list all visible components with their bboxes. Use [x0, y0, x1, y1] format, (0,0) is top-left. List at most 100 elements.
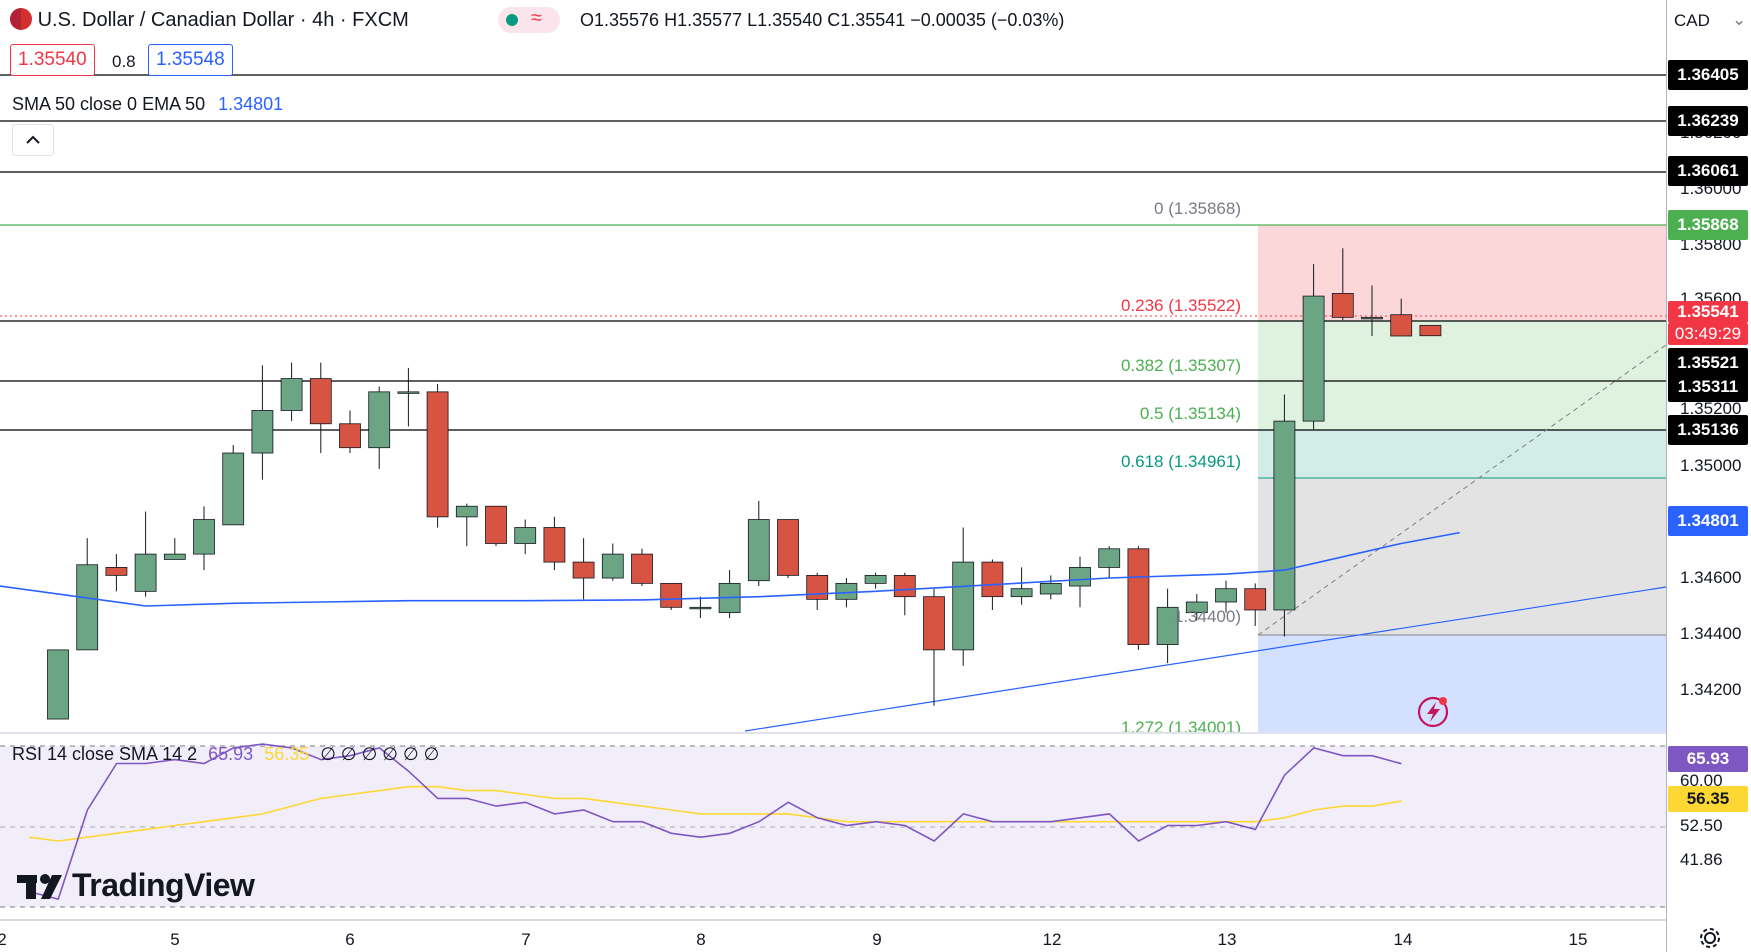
candle-down [893, 574, 916, 598]
price-tag-36239: 1.36239 [1668, 106, 1748, 136]
candle-down [1244, 588, 1267, 611]
status-pill[interactable]: ≈ [498, 7, 560, 33]
candle-up [280, 378, 303, 411]
tradingview-logo-icon [17, 874, 62, 899]
candle-up [1069, 567, 1091, 587]
fib-label-1272: 1.272 (1.34001) [1120, 718, 1241, 732]
rsi-legend[interactable]: RSI 14 close SMA 14 2 65.93 56.35 ∅ ∅ ∅ … [12, 744, 439, 765]
candle-up [1098, 548, 1121, 568]
time-tick: 6 [345, 930, 355, 949]
alert-bolt-icon[interactable] [1417, 696, 1449, 728]
candle-down [105, 567, 128, 576]
chevron-up-icon [26, 135, 40, 144]
bid-price-box[interactable]: 1.35540 [10, 44, 95, 76]
time-tick: 9 [872, 930, 882, 949]
symbol-header[interactable]: U.S. Dollar / Canadian Dollar · 4h · FXC… [10, 8, 409, 32]
time-tick: 13 [1217, 930, 1237, 949]
candle-up [689, 606, 712, 610]
sma50-line [0, 531, 1460, 607]
fib-zone-0618-1 [1258, 478, 1666, 635]
candle-up [163, 553, 186, 560]
price-tag-35868: 1.35868 [1668, 210, 1748, 240]
candle-up [514, 527, 537, 544]
settings-gear-icon[interactable] [1700, 928, 1720, 948]
candle-up [1302, 295, 1325, 422]
fib-label-05: 0.5 (1.35134) [1139, 404, 1241, 423]
price-tag-sma50: 1.34801 [1668, 506, 1748, 536]
wave-icon: ≈ [531, 7, 542, 29]
price-tick: 1.34200 [1680, 680, 1742, 699]
time-tick: 12 [1042, 930, 1062, 949]
candle-up [368, 391, 391, 449]
candle-down [631, 553, 653, 584]
chevron-down-icon: ⌄ [1732, 10, 1747, 29]
candle-down [806, 574, 829, 600]
symbol-title: U.S. Dollar / Canadian Dollar · 4h · FXC… [37, 9, 409, 31]
fib-zone-0-0236 [1258, 225, 1666, 320]
candle-up [397, 391, 420, 394]
time-tick: 5 [170, 930, 180, 949]
candle-up [1156, 606, 1179, 645]
candle-down [923, 596, 945, 651]
currency-select-value: CAD [1674, 11, 1710, 30]
candle-up [251, 410, 274, 454]
rsi-line [28, 743, 1402, 901]
fib-zone-1-1272 [1258, 635, 1666, 732]
collapse-legend-button[interactable] [12, 124, 54, 156]
candle-down [777, 519, 799, 576]
spread-value: 0.8 [112, 52, 136, 71]
candle-up [193, 519, 215, 555]
candle-down [309, 378, 332, 425]
fib-zone-0236-05 [1258, 320, 1666, 430]
trendline [744, 586, 1667, 732]
rsi-tick: 60.00 [1680, 771, 1723, 790]
rsi-sma-line [28, 785, 1402, 842]
fib-zone-05-0618 [1258, 430, 1666, 478]
candle-up [1010, 588, 1033, 598]
candle-up [222, 452, 245, 526]
candle-up [134, 553, 157, 592]
currency-select[interactable]: CAD ⌄ [1668, 6, 1750, 38]
candle-up [747, 519, 770, 582]
time-tick: 8 [696, 930, 706, 949]
candle-up [1039, 582, 1062, 595]
candle-up [1215, 588, 1237, 603]
candle-up [1361, 316, 1383, 320]
candle-up [455, 505, 478, 518]
price-tag-36405: 1.36405 [1668, 60, 1748, 90]
ma-legend[interactable]: SMA 50 close 0 EMA 50 1.34801 [12, 94, 283, 115]
price-tick: 1.34600 [1680, 568, 1742, 587]
candle-up [47, 649, 69, 720]
rsi-sma-value-tag: 56.35 [1668, 786, 1748, 812]
support-resistance-lines [0, 74, 1666, 431]
candle-up [864, 574, 887, 584]
candle-up [835, 582, 858, 600]
candles-group [47, 248, 1442, 720]
rsi-value-tag: 65.93 [1668, 746, 1748, 772]
fib-label-0236: 0.236 (1.35522) [1120, 296, 1241, 315]
brand-wordmark: TradingView [72, 867, 255, 903]
rsi-sma-legend-value: 56.35 [264, 744, 310, 764]
rsi-legend-label: RSI 14 close SMA 14 2 [12, 744, 198, 764]
candle-up [76, 564, 99, 651]
rsi-legend-value: 65.93 [208, 744, 254, 764]
rsi-null-values: ∅ ∅ ∅ ∅ ∅ ∅ [320, 744, 440, 764]
time-tick: 15 [1568, 930, 1588, 949]
fib-label-1: 1.34400) [1173, 607, 1241, 626]
market-open-dot-icon [506, 14, 518, 26]
candle-up [601, 553, 624, 579]
price-tag-36061: 1.36061 [1668, 156, 1748, 186]
flag-icon [10, 8, 32, 30]
ask-price-box[interactable]: 1.35548 [148, 44, 233, 76]
ma-legend-label: SMA 50 close 0 EMA 50 [12, 94, 206, 114]
price-tick: 1.35000 [1680, 456, 1742, 475]
ma-legend-value: 1.34801 [218, 94, 284, 114]
ohlc-values: O1.35576 H1.35577 L1.35540 C1.35541 −0.0… [580, 10, 1065, 30]
fib-label-0618: 0.618 (1.34961) [1120, 452, 1241, 471]
fib-label-0382: 0.382 (1.35307) [1120, 356, 1241, 375]
candle-down [660, 582, 683, 608]
candle-down [339, 423, 361, 449]
candle-down [981, 561, 1004, 598]
candle-down [1127, 548, 1150, 645]
